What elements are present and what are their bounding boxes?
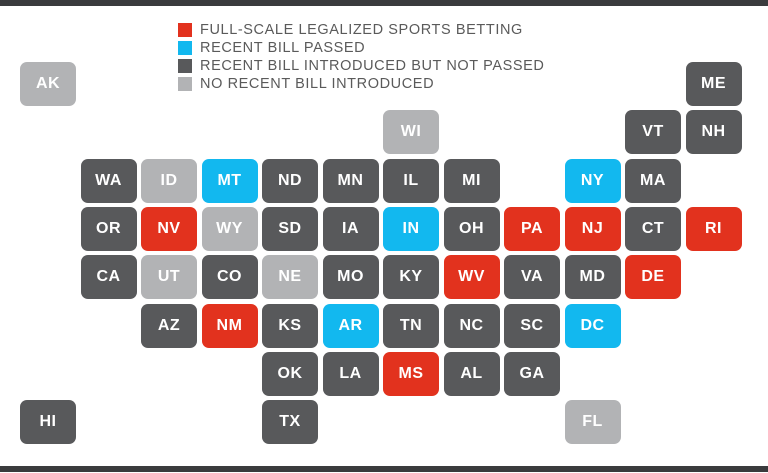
state-tile-wy: WY [201,206,258,251]
state-tile-ma: MA [625,158,681,203]
state-tile-ak: AK [20,62,76,106]
state-tile-nc: NC [443,303,500,348]
state-tile-pa: PA [504,206,560,251]
state-tile-mo: MO [322,255,379,300]
state-tile-ky: KY [383,255,439,300]
state-tile-mn: MN [322,158,379,203]
state-tile-az: AZ [141,303,197,348]
state-tile-de: DE [625,255,681,300]
state-tile-ca: CA [80,255,137,300]
state-tile-nh: NH [685,110,742,155]
state-tile-me: ME [685,62,742,106]
legend: FULL-SCALE LEGALIZED SPORTS BETTING RECE… [178,21,545,93]
legend-swatch-legalized [178,23,192,37]
state-tile-fl: FL [564,400,621,445]
state-tile-hi: HI [20,400,76,445]
state-tile-wi: WI [383,110,439,155]
state-tile-ny: NY [564,158,621,203]
legend-label-legalized: FULL-SCALE LEGALIZED SPORTS BETTING [200,22,523,38]
state-tile-wv: WV [443,255,500,300]
legend-swatch-passed [178,41,192,55]
state-tile-ri: RI [685,206,742,251]
state-tile-il: IL [383,158,439,203]
bottom-rule [0,466,768,472]
state-tile-or: OR [80,206,137,251]
state-tile-ga: GA [504,351,560,396]
state-tile-ut: UT [141,255,197,300]
state-tile-ne: NE [262,255,318,300]
state-tile-mi: MI [443,158,500,203]
legend-label-none: NO RECENT BILL INTRODUCED [200,76,435,92]
state-tile-nm: NM [201,303,258,348]
legend-label-introduced: RECENT BILL INTRODUCED BUT NOT PASSED [200,58,545,74]
state-tile-wa: WA [80,158,137,203]
state-tile-md: MD [564,255,621,300]
state-tile-al: AL [443,351,500,396]
state-tile-id: ID [141,158,197,203]
legend-item-legalized: FULL-SCALE LEGALIZED SPORTS BETTING [178,21,545,39]
state-tile-in: IN [383,206,439,251]
legend-swatch-none [178,77,192,91]
state-tile-nj: NJ [564,206,621,251]
state-tile-va: VA [504,255,560,300]
state-tile-tx: TX [262,400,318,445]
state-tile-dc: DC [564,303,621,348]
state-tile-ct: CT [625,206,681,251]
state-tile-ks: KS [262,303,318,348]
state-tile-nd: ND [262,158,318,203]
legend-item-passed: RECENT BILL PASSED [178,39,545,57]
state-tile-vt: VT [625,110,681,155]
state-tile-ms: MS [383,351,439,396]
state-tile-tn: TN [383,303,439,348]
legend-item-none: NO RECENT BILL INTRODUCED [178,75,545,93]
state-tile-sc: SC [504,303,560,348]
state-tile-co: CO [201,255,258,300]
state-tile-ar: AR [322,303,379,348]
state-tile-nv: NV [141,206,197,251]
state-tile-ok: OK [262,351,318,396]
legend-label-passed: RECENT BILL PASSED [200,40,366,56]
state-tile-ia: IA [322,206,379,251]
legend-item-introduced: RECENT BILL INTRODUCED BUT NOT PASSED [178,57,545,75]
state-tile-sd: SD [262,206,318,251]
state-tile-oh: OH [443,206,500,251]
top-rule [0,0,768,6]
state-tile-la: LA [322,351,379,396]
legend-swatch-introduced [178,59,192,73]
state-tile-mt: MT [201,158,258,203]
